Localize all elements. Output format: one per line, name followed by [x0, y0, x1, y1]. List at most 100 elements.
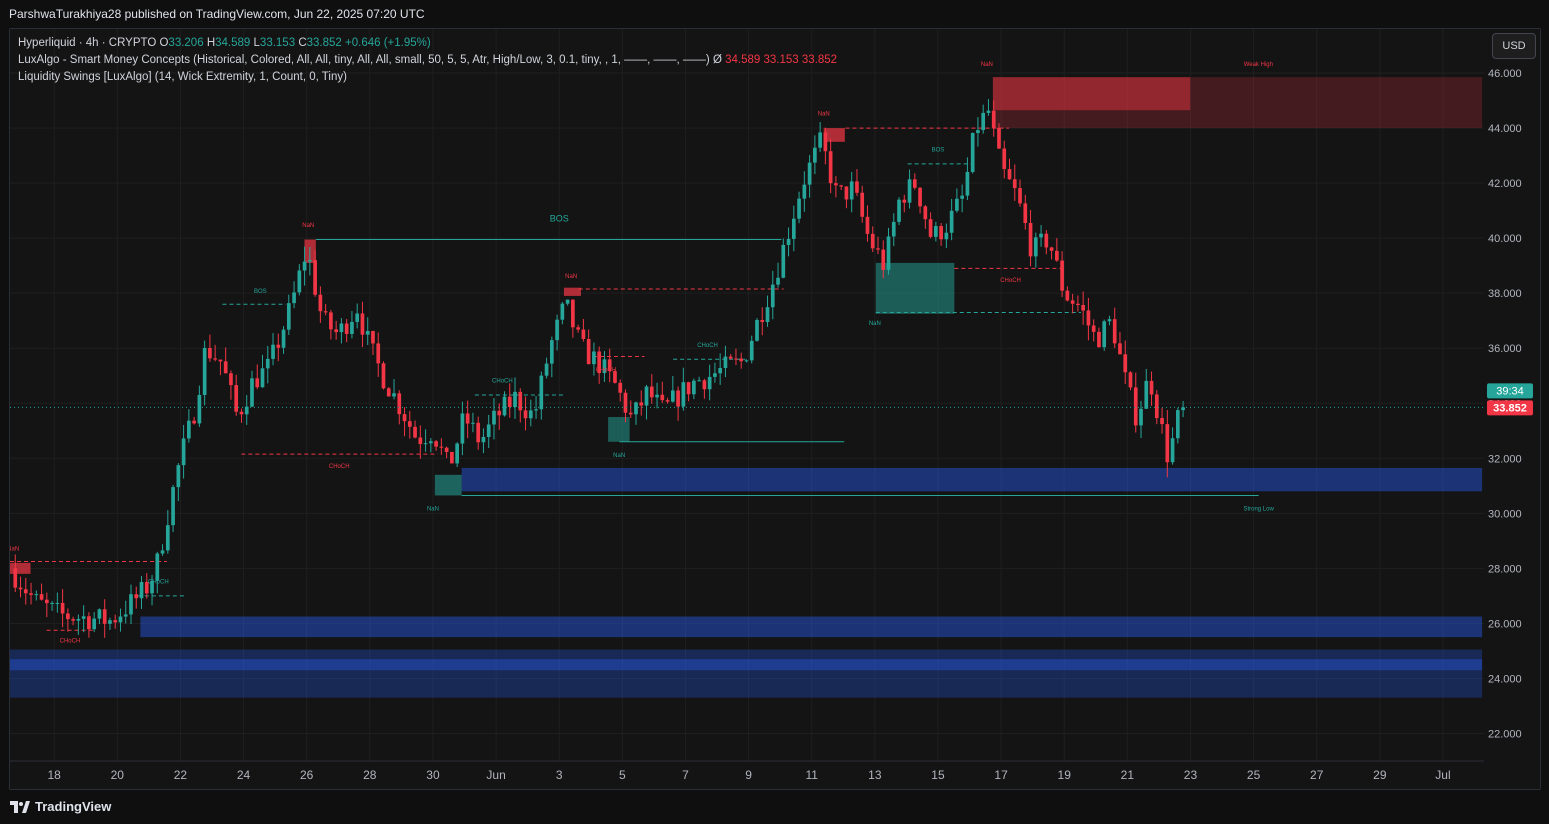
- candle-body: [344, 323, 349, 334]
- candle-body: [223, 361, 228, 374]
- demand-zone: [875, 262, 955, 314]
- candle-body: [571, 299, 575, 328]
- candle-body: [292, 292, 296, 304]
- candle-body: [1149, 380, 1154, 395]
- y-tick-label: 44.000: [1488, 123, 1522, 135]
- candle-body: [439, 446, 444, 448]
- legend-open-value: 33.206: [168, 37, 204, 49]
- candle-body: [239, 411, 244, 415]
- candle-body: [707, 376, 712, 390]
- chart-background: [10, 29, 1540, 789]
- legend-symbol-row: Hyperliquid · 4h · CRYPTO O33.206 H34.58…: [18, 35, 837, 52]
- candle-body: [334, 329, 338, 333]
- legend-symbol[interactable]: Hyperliquid · 4h · CRYPTO: [18, 37, 157, 49]
- candle-body: [250, 378, 254, 407]
- x-tick-label: Jun: [486, 768, 505, 782]
- candle-body: [444, 447, 449, 452]
- y-tick-label: 40.000: [1488, 233, 1522, 245]
- candle-body: [534, 409, 538, 411]
- candle-body: [386, 388, 391, 397]
- y-tick-label: 24.000: [1488, 673, 1522, 685]
- candle-body: [1086, 310, 1091, 326]
- candle-body: [581, 329, 586, 339]
- candle-body: [702, 380, 707, 390]
- x-tick-label: 5: [619, 768, 626, 782]
- candle-body: [739, 358, 744, 362]
- candle-body: [692, 380, 696, 395]
- candle-body: [755, 319, 759, 341]
- legend-indicator-smc[interactable]: LuxAlgo - Smart Money Concepts (Historic…: [18, 52, 837, 69]
- legend-close-value: 33.852: [306, 37, 342, 49]
- x-tick-label: 27: [1310, 768, 1324, 782]
- candle-body: [1018, 188, 1022, 204]
- candle-body: [1012, 179, 1017, 189]
- candle-body: [1154, 394, 1159, 419]
- candle-body: [986, 110, 991, 113]
- candle-body: [876, 248, 880, 250]
- candle-body: [134, 594, 139, 599]
- x-tick-label: 24: [237, 768, 251, 782]
- candle-body: [681, 382, 686, 407]
- candle-body: [523, 410, 528, 419]
- structure-label: BOS: [254, 289, 267, 295]
- candle-body: [555, 319, 559, 341]
- candle-body: [155, 553, 160, 581]
- chart-frame[interactable]: BOS BOS BOS CHoCH CHoCH CHoCH CHoCH CHoCH CHoCH C…: [9, 28, 1541, 790]
- candle-body: [923, 206, 928, 220]
- price-chart[interactable]: BOS BOS BOS CHoCH CHoCH CHoCH CHoCH CHoCH CHoCH C…: [10, 29, 1540, 789]
- candle-body: [271, 344, 275, 359]
- countdown-tag: [1487, 383, 1533, 399]
- candle-body: [565, 299, 570, 304]
- liquidity-zone: [10, 659, 1483, 671]
- y-tick-label: 22.000: [1488, 728, 1522, 740]
- chart-legend: Hyperliquid · 4h · CRYPTO O33.206 H34.58…: [18, 35, 837, 86]
- candle-body: [602, 359, 607, 374]
- tradingview-brand: TradingView: [35, 799, 112, 814]
- candle-body: [902, 199, 907, 203]
- candle-body: [560, 303, 565, 320]
- candle-body: [92, 618, 97, 630]
- candle-body: [744, 360, 749, 362]
- candle-body: [1112, 319, 1117, 344]
- x-tick-label: 25: [1247, 768, 1261, 782]
- candle-body: [918, 187, 922, 207]
- currency-button[interactable]: USD: [1492, 33, 1536, 59]
- legend-indicator-liquidity[interactable]: Liquidity Swings [LuxAlgo] (14, Wick Ext…: [18, 69, 837, 86]
- candle-body: [644, 386, 649, 406]
- candle-body: [828, 151, 833, 184]
- candle-body: [13, 568, 18, 588]
- candle-body: [402, 414, 407, 422]
- structure-label: NaN: [565, 274, 577, 280]
- candle-body: [749, 340, 754, 361]
- candle-body: [371, 331, 375, 344]
- structure-label: Weak High: [1244, 62, 1273, 68]
- candle-body: [897, 199, 901, 222]
- structure-label: CHoCH: [697, 343, 718, 349]
- indicator-smc-name: LuxAlgo - Smart Money Concepts (Historic…: [18, 54, 710, 66]
- candle-body: [618, 382, 623, 393]
- legend-open-label: O: [159, 37, 169, 49]
- candle-body: [208, 347, 212, 359]
- candle-body: [450, 451, 454, 464]
- candle-body: [187, 420, 191, 439]
- candle-body: [834, 183, 838, 186]
- x-tick-label: 26: [300, 768, 314, 782]
- candle-body: [855, 181, 859, 193]
- x-tick-label: 28: [363, 768, 377, 782]
- candle-body: [586, 338, 591, 365]
- candle-body: [776, 277, 780, 285]
- candle-body: [528, 410, 533, 419]
- candle-body: [781, 244, 786, 278]
- candle-body: [276, 344, 281, 348]
- candle-body: [944, 232, 949, 240]
- candle-body: [308, 260, 312, 262]
- candle-body: [471, 422, 475, 424]
- candle-body: [660, 394, 665, 401]
- candle-body: [655, 394, 659, 398]
- candle-body: [697, 380, 701, 382]
- candle-body: [970, 133, 975, 172]
- candle-body: [518, 391, 523, 411]
- tradingview-logo[interactable]: TradingView: [10, 799, 111, 814]
- y-tick-label: 28.000: [1488, 563, 1522, 575]
- supply-zone: [992, 77, 1483, 129]
